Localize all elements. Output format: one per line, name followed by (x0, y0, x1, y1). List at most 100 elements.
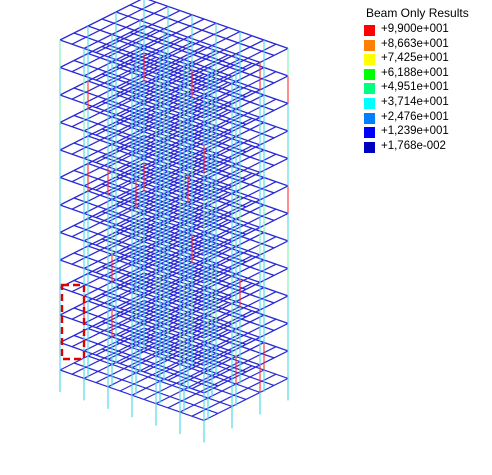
results-legend: Beam Only Results +9,900e+001 +8,663e+001… (356, 4, 488, 160)
beam-grid (59, 0, 289, 421)
legend-value: +1,239e+001 (381, 125, 449, 138)
legend-value: +6,188e+001 (381, 66, 449, 79)
beam-line (167, 117, 253, 161)
legend-swatch (364, 68, 375, 80)
beam-line (59, 52, 145, 96)
beam-line (83, 225, 169, 269)
beam-line (155, 251, 241, 295)
beam-line (131, 297, 217, 341)
beam-line (59, 189, 145, 234)
beam-line (155, 196, 241, 240)
beam-line (95, 312, 181, 356)
beam-line (167, 365, 253, 409)
beam-line (83, 253, 169, 297)
beam-line (59, 79, 145, 124)
beam-line (95, 92, 181, 136)
beam-line (203, 102, 289, 146)
beam-line (119, 293, 205, 337)
legend-entry: +8,663e+001 (364, 38, 488, 52)
beam-line (179, 121, 265, 166)
beam-line (71, 84, 157, 128)
beam-line (95, 202, 181, 246)
beam-line (107, 124, 193, 168)
beam-line (95, 230, 181, 274)
beam-line (167, 35, 253, 79)
beam-line (179, 259, 265, 303)
beam-line (179, 176, 265, 221)
beam-line (119, 183, 205, 227)
legend-swatch (364, 141, 375, 153)
beam-line (179, 149, 265, 193)
beam-line (155, 168, 241, 212)
beam-line (71, 194, 157, 238)
beam-line (179, 204, 265, 248)
beam-line (107, 206, 193, 250)
beam-line (167, 200, 253, 244)
beam-line (107, 14, 193, 58)
beam-line (143, 301, 229, 345)
legend-value: +3,714e+001 (381, 96, 449, 108)
beam-line (191, 373, 277, 417)
beam-line (179, 94, 265, 138)
legend-swatch (364, 127, 375, 139)
beam-line (119, 265, 205, 310)
beam-line (167, 255, 253, 299)
beam-line (131, 160, 217, 204)
beam-line (167, 62, 253, 106)
legend-swatch (364, 83, 375, 95)
beam-line (155, 306, 241, 350)
beam-line (95, 37, 181, 81)
beam-line (191, 318, 277, 362)
legend-value: +1,768e-002 (381, 139, 446, 152)
beam-line (131, 77, 217, 121)
beam-line (71, 249, 157, 293)
beam-line (119, 100, 205, 145)
beam-line (131, 325, 217, 369)
beam-line (143, 136, 229, 180)
legend-entry: +6,188e+001 (364, 66, 488, 81)
beam-line (71, 56, 157, 100)
beam-line (143, 164, 229, 208)
beam-line (95, 285, 181, 329)
beam-line (155, 113, 241, 157)
beam-line (119, 155, 205, 200)
beam-line (191, 126, 277, 170)
beam-line (71, 221, 157, 265)
beam-line (155, 333, 241, 377)
beam-line (167, 172, 253, 216)
beam-line (107, 344, 193, 388)
beam-line (155, 278, 241, 322)
beam-line (191, 181, 277, 225)
beam-line (131, 215, 217, 259)
beam-line (119, 128, 205, 172)
legend-swatch (364, 112, 375, 124)
beam-line (59, 162, 145, 206)
legend-entry: +9,900e+001 (364, 23, 488, 37)
beam-line (131, 105, 217, 149)
beam-line (167, 337, 253, 381)
beam-line (59, 217, 145, 261)
beam-line (143, 26, 229, 70)
beam-line (119, 45, 205, 90)
beam-line (95, 120, 181, 164)
legend-entry: +7,425e+001 (364, 52, 488, 66)
beam-line (95, 10, 181, 54)
legend-entry: +1,239e+001 (364, 125, 488, 139)
beam-line (59, 327, 145, 371)
beam-line (107, 316, 193, 360)
beam-line (119, 320, 205, 365)
beam-line (203, 157, 289, 201)
legend-swatch (364, 25, 375, 36)
beam-line (167, 145, 253, 189)
beam-line (119, 348, 205, 392)
beam-line (59, 272, 145, 316)
legend-title: Beam Only Results (366, 6, 469, 20)
beam-line (179, 39, 265, 83)
beam-line (191, 291, 277, 335)
beam-line (59, 299, 145, 344)
beam-line (191, 263, 277, 307)
beam-line (143, 356, 229, 400)
beam-line (59, 134, 145, 179)
beam-line (107, 69, 193, 113)
